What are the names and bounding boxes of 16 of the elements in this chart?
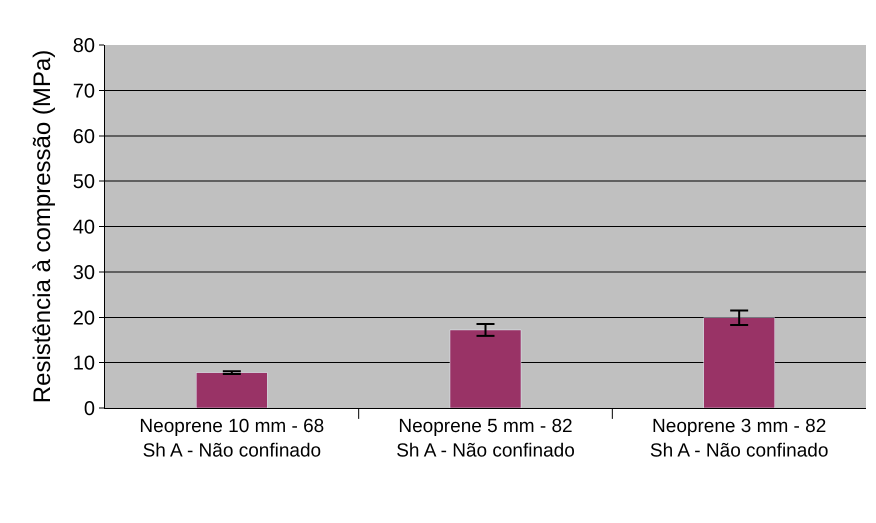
y-tick-label: 70 [72, 80, 95, 102]
x-tick-label: Neoprene 3 mm - 82 Sh A - Não confinado [650, 416, 828, 462]
bar [196, 372, 268, 408]
y-tick-label: 20 [72, 307, 95, 330]
y-tick-label: 80 [72, 35, 95, 57]
x-tick-label: Neoprene 5 mm - 82 Sh A - Não confinado [396, 416, 575, 462]
x-tick-label: Neoprene 10 mm - 68 Sh A - Não confinado [139, 416, 324, 462]
y-tick-label: 30 [72, 262, 95, 284]
y-tick-label: 0 [84, 398, 95, 420]
bar [703, 317, 775, 408]
y-tick-label: 60 [72, 126, 95, 148]
y-tick-label: 10 [72, 352, 95, 375]
y-axis-title: Resistência à compressão (MPa) [28, 50, 56, 404]
y-tick-label: 40 [72, 216, 95, 238]
y-tick-label: 50 [72, 171, 95, 194]
bar [450, 330, 522, 408]
